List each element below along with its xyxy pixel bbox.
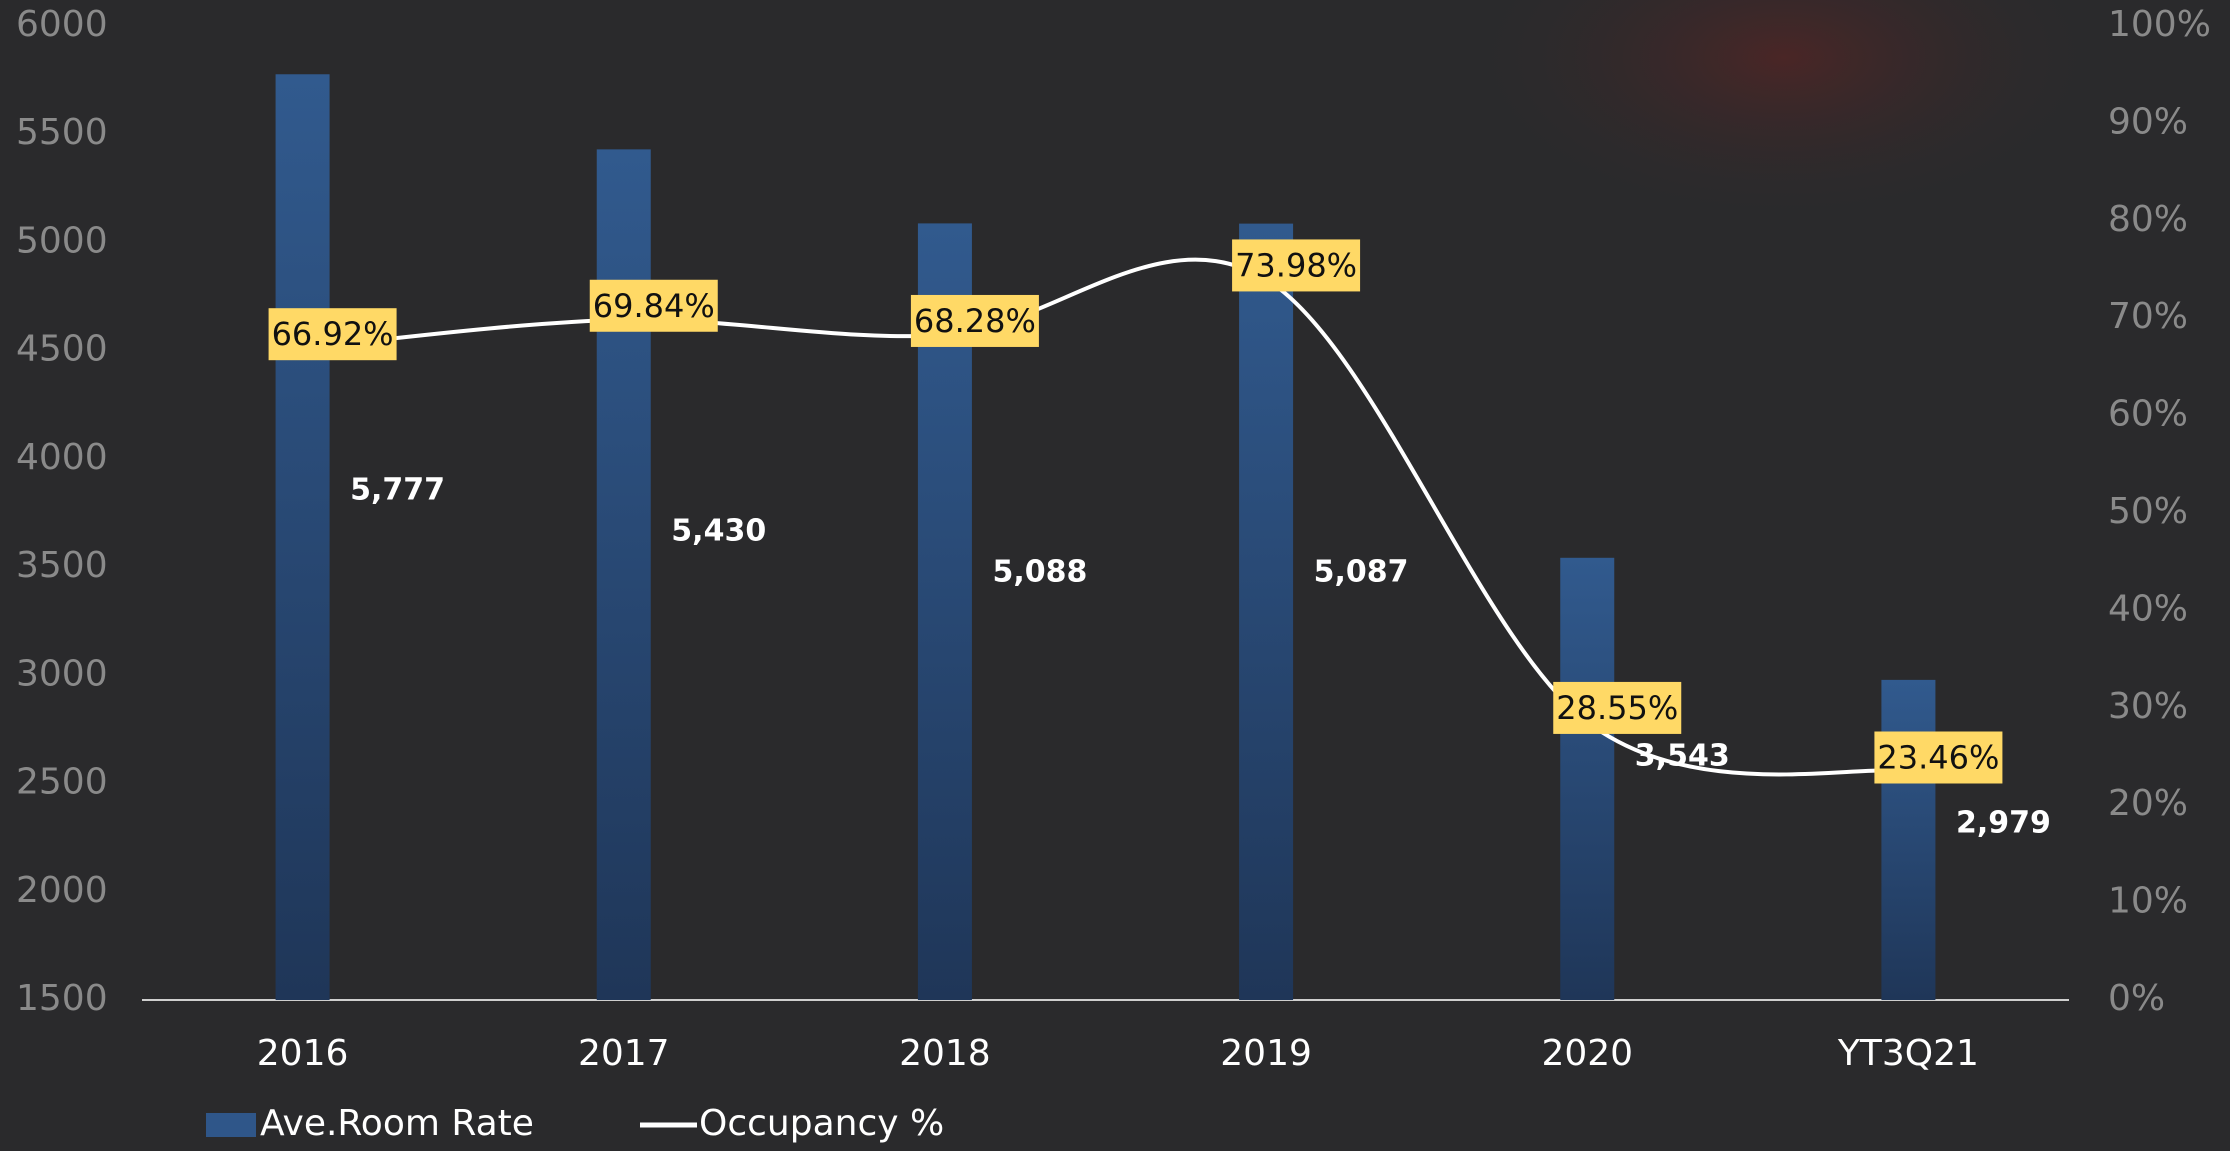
bar: [1560, 557, 1615, 1000]
label-box: [1232, 239, 1361, 292]
bar-value-label: 2,979: [1956, 805, 2051, 840]
y-tick-label: 2500: [16, 762, 108, 803]
y-tick-label: 3000: [16, 653, 108, 694]
x-tick-label: 2016: [257, 1033, 349, 1074]
line-value-label: 66.92%: [272, 315, 394, 353]
bar: [917, 223, 972, 1000]
y2-tick-label: 40%: [2108, 588, 2188, 629]
y2-tick-label: 20%: [2108, 783, 2188, 824]
line-value-label: 23.46%: [1877, 738, 1999, 776]
y2-tick-label: 100%: [2108, 4, 2211, 45]
label-box: [910, 294, 1039, 347]
line-value-label: 68.28%: [914, 302, 1036, 340]
label-box: [268, 308, 397, 361]
y2-tick-label: 50%: [2108, 491, 2188, 532]
y-tick-label: 2000: [16, 870, 108, 911]
bar: [275, 74, 330, 1001]
y-tick-label: 4500: [16, 329, 108, 370]
y-tick-label: 5500: [16, 112, 108, 153]
label-box: [589, 279, 718, 332]
x-tick-label: 2020: [1541, 1033, 1633, 1074]
x-tick-label: 2019: [1220, 1033, 1312, 1074]
legend-swatch: [206, 1113, 256, 1137]
line-value-label: 69.84%: [593, 287, 715, 325]
legend-label: Ave.Room Rate: [260, 1103, 534, 1144]
line-value-label: 73.98%: [1235, 246, 1357, 284]
bar-value-label: 5,087: [1314, 554, 1409, 589]
y2-tick-label: 60%: [2108, 394, 2188, 435]
label-box: [1874, 731, 2003, 784]
legend-label: Occupancy %: [699, 1103, 944, 1144]
y2-tick-label: 90%: [2108, 101, 2188, 142]
line-value-label: 28.55%: [1556, 689, 1678, 727]
y-tick-label: 6000: [16, 4, 108, 45]
y2-tick-label: 0%: [2108, 978, 2165, 1019]
label-box: [1553, 681, 1682, 734]
x-tick-label: 2017: [578, 1033, 670, 1074]
y-tick-label: 1500: [16, 978, 108, 1019]
x-tick-label: 2018: [899, 1033, 991, 1074]
y2-tick-label: 10%: [2108, 881, 2188, 922]
y-tick-label: 4000: [16, 437, 108, 478]
bar-value-label: 5,088: [992, 554, 1087, 589]
bar: [596, 149, 651, 1000]
y2-tick-label: 30%: [2108, 686, 2188, 727]
bar-value-label: 5,430: [671, 514, 766, 549]
x-tick-label: YT3Q21: [1837, 1033, 1979, 1074]
bar: [1239, 223, 1294, 1001]
y-tick-label: 3500: [16, 545, 108, 586]
bar-value-label: 5,777: [350, 472, 445, 507]
y2-tick-label: 70%: [2108, 296, 2188, 337]
y-tick-label: 5000: [16, 220, 108, 261]
y2-tick-label: 80%: [2108, 199, 2188, 240]
bar: [1881, 679, 1936, 1000]
